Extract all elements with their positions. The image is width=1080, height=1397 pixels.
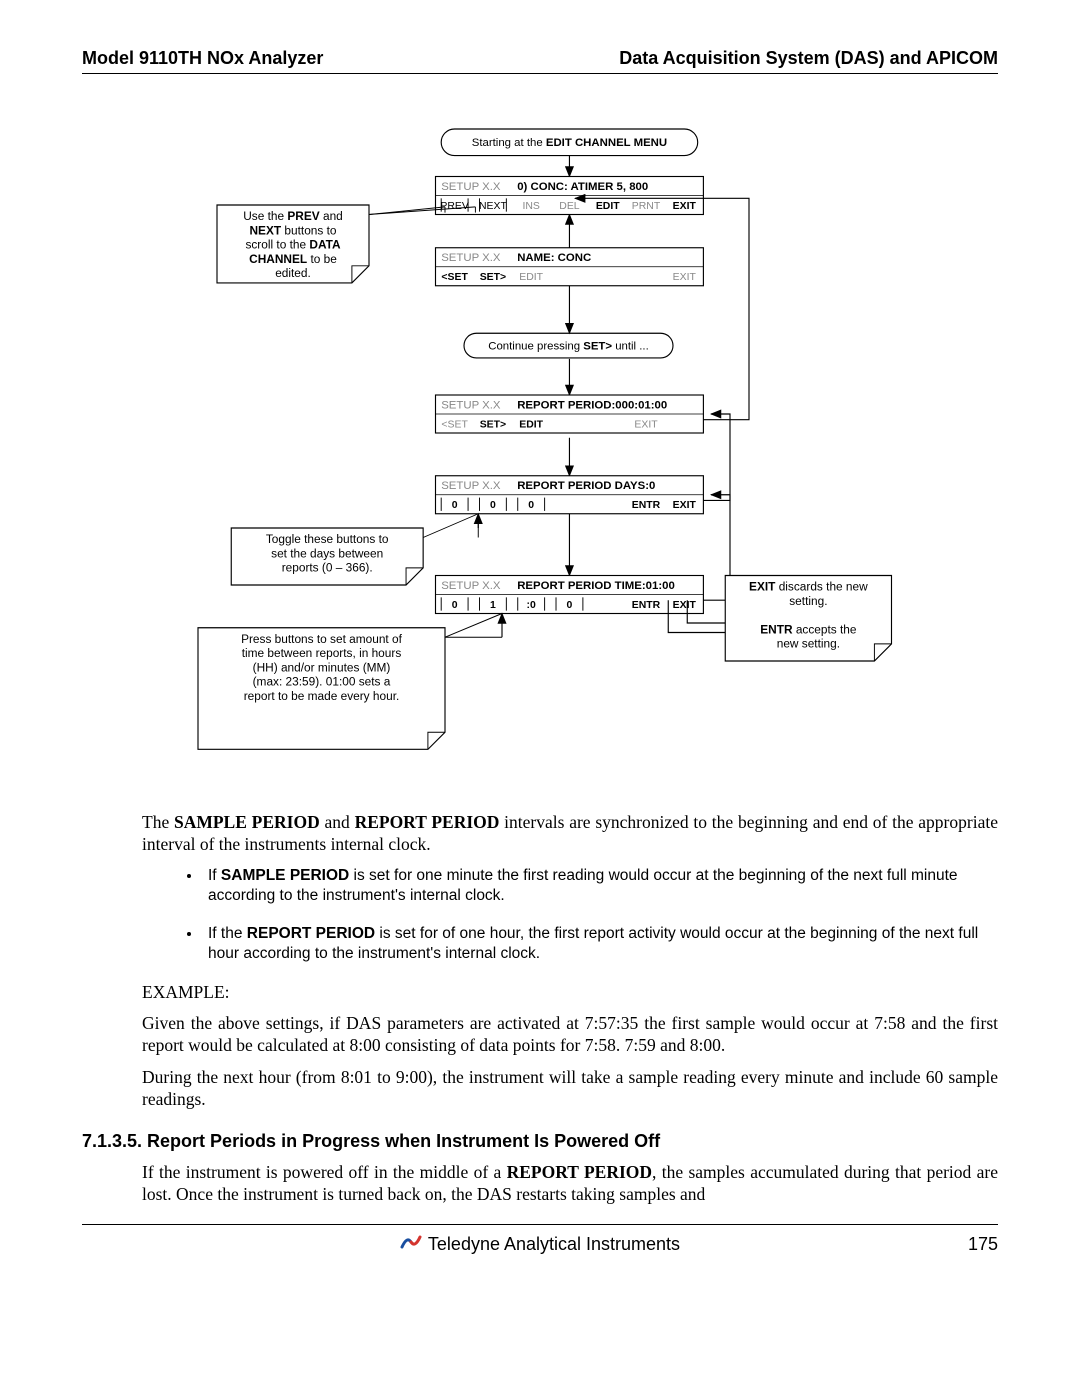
- bullet-sample-period: If SAMPLE PERIOD is set for one minute t…: [202, 866, 998, 906]
- svg-text:SETUP X.X: SETUP X.X: [441, 181, 501, 193]
- svg-text:NEXT: NEXT: [479, 201, 507, 212]
- svg-text:ENTR: ENTR: [632, 600, 661, 611]
- svg-text:<SET: <SET: [441, 272, 468, 283]
- svg-text:1: 1: [490, 600, 496, 611]
- page-header: Model 9110TH NOx Analyzer Data Acquisiti…: [82, 48, 998, 74]
- svg-text:time between reports, in hours: time between reports, in hours: [242, 646, 402, 660]
- svg-text:SETUP X.X: SETUP X.X: [441, 252, 501, 264]
- svg-text:EXIT: EXIT: [673, 500, 697, 511]
- svg-text:REPORT PERIOD:000:01:00: REPORT PERIOD:000:01:00: [517, 399, 667, 411]
- svg-text:EDIT: EDIT: [519, 272, 543, 283]
- svg-text:ENTR: ENTR: [632, 500, 661, 511]
- svg-text:EXIT: EXIT: [634, 419, 658, 430]
- svg-text:Toggle these buttons to: Toggle these buttons to: [266, 532, 389, 546]
- svg-text:ENTR accepts the: ENTR accepts the: [760, 622, 857, 636]
- svg-text:NEXT buttons to: NEXT buttons to: [249, 223, 336, 237]
- svg-text:EXIT: EXIT: [673, 272, 697, 283]
- svg-text:0: 0: [567, 600, 573, 611]
- teledyne-logo-icon: [400, 1233, 422, 1256]
- page: Model 9110TH NOx Analyzer Data Acquisiti…: [0, 0, 1080, 1286]
- svg-text:DEL: DEL: [559, 201, 579, 212]
- svg-text:<SET: <SET: [441, 419, 468, 430]
- svg-text:EXIT discards the new: EXIT discards the new: [749, 580, 868, 594]
- paragraph-sync: The SAMPLE PERIOD and REPORT PERIOD inte…: [142, 812, 998, 856]
- svg-text:0: 0: [528, 500, 534, 511]
- svg-text:PRNT: PRNT: [632, 201, 661, 212]
- svg-text:edited.: edited.: [275, 266, 311, 280]
- svg-text:EDIT: EDIT: [519, 419, 543, 430]
- footer-page-number: 175: [968, 1234, 998, 1255]
- svg-text:SET>: SET>: [480, 272, 506, 283]
- svg-text:report to be made every hour.: report to be made every hour.: [244, 689, 400, 703]
- svg-text:REPORT PERIOD TIME:01:00: REPORT PERIOD TIME:01:00: [517, 580, 675, 592]
- svg-text:EXIT: EXIT: [673, 201, 697, 212]
- svg-text:setting.: setting.: [789, 594, 827, 608]
- section-heading: 7.1.3.5. Report Periods in Progress when…: [82, 1131, 998, 1152]
- svg-text:REPORT PERIOD DAYS:0: REPORT PERIOD DAYS:0: [517, 480, 655, 492]
- svg-text:Starting at the EDIT CHANNEL M: Starting at the EDIT CHANNEL MENU: [472, 137, 667, 149]
- svg-text:Press buttons to set amount of: Press buttons to set amount of: [241, 632, 403, 646]
- bullet-list: If SAMPLE PERIOD is set for one minute t…: [162, 866, 998, 965]
- svg-text:SET>: SET>: [480, 419, 506, 430]
- svg-text:SETUP X.X: SETUP X.X: [441, 480, 501, 492]
- header-right: Data Acquisition System (DAS) and APICOM: [619, 48, 998, 69]
- svg-text:INS: INS: [522, 201, 539, 212]
- header-left: Model 9110TH NOx Analyzer: [82, 48, 323, 69]
- svg-text:EXIT: EXIT: [673, 600, 697, 611]
- svg-text:0) CONC: ATIMER 5, 800: 0) CONC: ATIMER 5, 800: [517, 181, 648, 193]
- svg-text:0: 0: [452, 500, 458, 511]
- flowchart-diagram: Starting at the EDIT CHANNEL MENU Continu…: [160, 102, 920, 802]
- svg-text:EDIT: EDIT: [596, 201, 620, 212]
- paragraph-example-2: During the next hour (from 8:01 to 9:00)…: [142, 1067, 998, 1111]
- svg-text:0: 0: [490, 500, 496, 511]
- svg-text:CHANNEL to be: CHANNEL to be: [249, 252, 337, 266]
- svg-text:Use the PREV and: Use the PREV and: [243, 209, 343, 223]
- svg-text:SETUP X.X: SETUP X.X: [441, 399, 501, 411]
- svg-text:new setting.: new setting.: [777, 637, 840, 651]
- paragraph-example-1: Given the above settings, if DAS paramet…: [142, 1013, 998, 1057]
- page-footer: Teledyne Analytical Instruments 175: [82, 1224, 998, 1256]
- svg-text:0: 0: [452, 600, 458, 611]
- example-label: EXAMPLE:: [142, 982, 998, 1003]
- svg-text::0: :0: [527, 600, 536, 611]
- paragraph-poweroff: If the instrument is powered off in the …: [142, 1162, 998, 1206]
- svg-text:SETUP X.X: SETUP X.X: [441, 580, 501, 592]
- svg-text:(max: 23:59). 01:00 sets a: (max: 23:59). 01:00 sets a: [253, 675, 391, 689]
- svg-text:reports (0 – 366).: reports (0 – 366).: [282, 561, 373, 575]
- svg-text:Continue pressing SET> until: Continue pressing SET> until ...: [488, 340, 649, 352]
- bullet-report-period: If the REPORT PERIOD is set for of one h…: [202, 924, 998, 964]
- svg-text:NAME: CONC: NAME: CONC: [517, 252, 591, 264]
- footer-company: Teledyne Analytical Instruments: [428, 1234, 680, 1255]
- svg-text:set the days between: set the days between: [271, 546, 383, 560]
- svg-text:(HH) and/or minutes (MM): (HH) and/or minutes (MM): [253, 660, 391, 674]
- svg-text:scroll to the DATA: scroll to the DATA: [245, 238, 341, 252]
